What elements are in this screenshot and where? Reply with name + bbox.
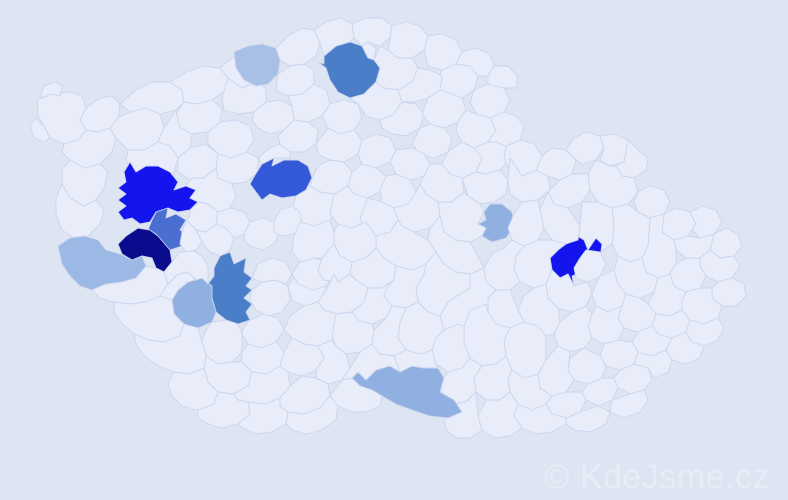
district-region[interactable] <box>444 392 482 438</box>
district-region[interactable] <box>244 218 280 250</box>
district-region-highlighted[interactable] <box>478 204 514 242</box>
district-region[interactable] <box>252 258 292 284</box>
district-region[interactable] <box>352 18 392 46</box>
district-region[interactable] <box>278 120 318 152</box>
watermark-text: KdeJsme.cz <box>579 458 770 496</box>
district-region[interactable] <box>474 142 510 174</box>
district-region[interactable] <box>508 158 550 202</box>
district-region-highlighted[interactable] <box>118 162 198 224</box>
district-region[interactable] <box>40 82 62 98</box>
watermark: © KdeJsme.cz <box>544 460 770 494</box>
district-region[interactable] <box>398 68 442 102</box>
district-region[interactable] <box>250 280 290 316</box>
district-region[interactable] <box>56 184 104 238</box>
district-region[interactable] <box>180 220 202 252</box>
district-region[interactable] <box>258 144 290 164</box>
district-region[interactable] <box>216 152 258 184</box>
district-region[interactable] <box>380 102 424 136</box>
district-region[interactable] <box>208 120 254 158</box>
district-region[interactable] <box>588 306 624 344</box>
district-region[interactable] <box>316 128 362 162</box>
district-region[interactable] <box>186 168 236 212</box>
district-region[interactable] <box>342 344 400 380</box>
district-region[interactable] <box>120 82 184 114</box>
copyright-icon: © <box>544 458 570 496</box>
district-region[interactable] <box>276 28 320 66</box>
district-region[interactable] <box>508 200 544 246</box>
district-region[interactable] <box>330 378 382 412</box>
district-region[interactable] <box>314 18 354 56</box>
district-region[interactable] <box>548 174 590 208</box>
district-region[interactable] <box>30 118 50 142</box>
district-region[interactable] <box>610 390 648 418</box>
district-region[interactable] <box>388 22 428 58</box>
district-region[interactable] <box>554 306 592 352</box>
district-region[interactable] <box>292 220 334 262</box>
district-region[interactable] <box>566 406 610 432</box>
district-region[interactable] <box>286 396 338 434</box>
district-region[interactable] <box>238 398 288 434</box>
district-region[interactable] <box>518 284 560 336</box>
district-region-highlighted[interactable] <box>362 42 376 60</box>
district-region[interactable] <box>62 128 116 168</box>
district-region[interactable] <box>634 350 672 378</box>
district-region[interactable] <box>488 66 518 88</box>
district-region[interactable] <box>196 224 234 256</box>
district-region[interactable] <box>134 324 206 374</box>
